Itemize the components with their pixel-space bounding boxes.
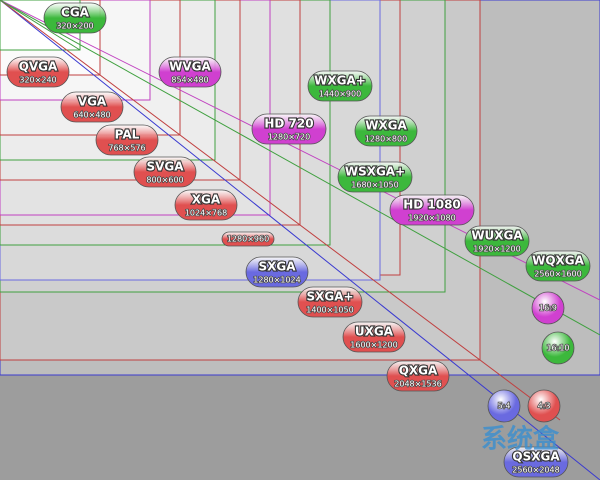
label-pill: SXGA 1280×1024	[245, 256, 309, 288]
label-pill: SVGA 800×600	[133, 156, 197, 188]
label-pill: UXGA 1600×1200	[342, 321, 406, 353]
labels: CGA 320×200 QVGA 320×240 WVGA 854×480 VGA 640×4…	[6, 2, 591, 478]
label-resolution: 1400×1050	[306, 306, 353, 315]
label-pill: WSXGA+ 1680×1050	[337, 161, 413, 193]
watermark: 系统盒	[481, 424, 560, 455]
label-name: WSXGA+	[345, 165, 405, 179]
guide-line	[0, 0, 81, 51]
ratio-circle	[541, 331, 575, 365]
label-pill: 1280×960	[221, 231, 275, 247]
pill-shape	[337, 161, 413, 193]
label-pill: VGA 640×480	[60, 91, 124, 123]
label-resolution: 1600×1200	[350, 341, 397, 350]
pill-shape	[464, 225, 530, 257]
label-resolution: 1920×1200	[473, 245, 520, 254]
label-pill: WQXGA 2560×1600	[525, 250, 591, 282]
frames	[0, 0, 600, 376]
label-pill: QSXGA 2560×2048	[503, 446, 569, 478]
label-resolution: 768×576	[108, 144, 145, 153]
label-name: SXGA	[258, 260, 296, 274]
label-resolution: 1024×768	[185, 209, 227, 218]
label-resolution: 2560×2048	[512, 466, 559, 475]
pill-shape	[158, 56, 222, 88]
pill-shape	[297, 286, 363, 318]
pill-shape	[503, 446, 569, 478]
pill-shape	[174, 189, 238, 221]
label-name: QXGA	[399, 364, 438, 378]
label-resolution: 640×480	[73, 111, 110, 120]
label-pill: WVGA 854×480	[158, 56, 222, 88]
label-name: QVGA	[19, 60, 58, 74]
label-name: WQXGA	[532, 254, 585, 268]
ratio-circle	[527, 389, 561, 423]
label-resolution: 2048×1536	[394, 380, 441, 389]
label-pill: QXGA 2048×1536	[386, 360, 450, 392]
label-resolution: 2560×1600	[534, 270, 581, 279]
pill-shape	[525, 250, 591, 282]
pill-shape	[95, 124, 159, 156]
label-name: HD 720	[264, 117, 313, 131]
label-pill: XGA 1024×768	[174, 189, 238, 221]
ratio-label: 16:9	[539, 304, 557, 313]
ratio-label: 4:3	[538, 402, 551, 411]
label-resolution: 1680×1050	[351, 181, 398, 190]
pill-shape	[342, 321, 406, 353]
pill-shape	[386, 360, 450, 392]
pill-shape	[251, 113, 327, 145]
label-name: QSXGA	[512, 450, 560, 464]
label-resolution: 1280×800	[365, 135, 407, 144]
label-resolution: 1440×900	[319, 90, 361, 99]
label-name: CGA	[61, 6, 90, 20]
label-name: WXGA	[365, 119, 407, 133]
label-pill: WUXGA 1920×1200	[464, 225, 530, 257]
ratio-circle	[487, 389, 521, 423]
guide-line	[0, 0, 600, 336]
label-name: XGA	[192, 193, 221, 207]
label-pill: HD 720 1280×720	[251, 113, 327, 145]
label-name: PAL	[115, 128, 140, 142]
label-pill: SXGA+ 1400×1050	[297, 286, 363, 318]
pill-shape	[133, 156, 197, 188]
label-pill: WXGA+ 1440×900	[307, 70, 373, 102]
label-resolution: 320×200	[56, 22, 93, 31]
label-name: WXGA+	[314, 74, 366, 88]
label-resolution: 1280×720	[268, 133, 310, 142]
label-resolution: 1280×960	[227, 235, 269, 244]
pill-shape	[389, 194, 475, 226]
label-resolution: 1280×1024	[253, 276, 300, 285]
pill-shape	[307, 70, 373, 102]
label-name: WVGA	[169, 60, 211, 74]
pill-shape	[245, 256, 309, 288]
pill-shape	[221, 231, 275, 247]
label-pill: HD 1080 1920×1080	[389, 194, 475, 226]
label-name: WUXGA	[471, 229, 523, 243]
pill-shape	[43, 2, 107, 34]
label-name: VGA	[78, 95, 107, 109]
label-name: HD 1080	[403, 198, 461, 212]
ratio-circle	[531, 291, 565, 325]
pill-shape	[354, 115, 418, 147]
ratio-label: 16:10	[546, 344, 569, 353]
label-resolution: 320×240	[19, 76, 56, 85]
label-pill: CGA 320×200	[43, 2, 107, 34]
ratio-label: 5:4	[498, 402, 511, 411]
label-resolution: 800×600	[146, 176, 183, 185]
label-pill: QVGA 320×240	[6, 56, 70, 88]
label-pill: PAL 768×576	[95, 124, 159, 156]
pill-shape	[60, 91, 124, 123]
label-name: SXGA+	[306, 290, 353, 304]
label-resolution: 1920×1080	[408, 214, 455, 223]
label-resolution: 854×480	[171, 76, 208, 85]
pill-shape	[6, 56, 70, 88]
guide-line	[0, 0, 561, 421]
label-pill: WXGA 1280×800	[354, 115, 418, 147]
label-name: UXGA	[355, 325, 394, 339]
label-name: SVGA	[146, 160, 184, 174]
